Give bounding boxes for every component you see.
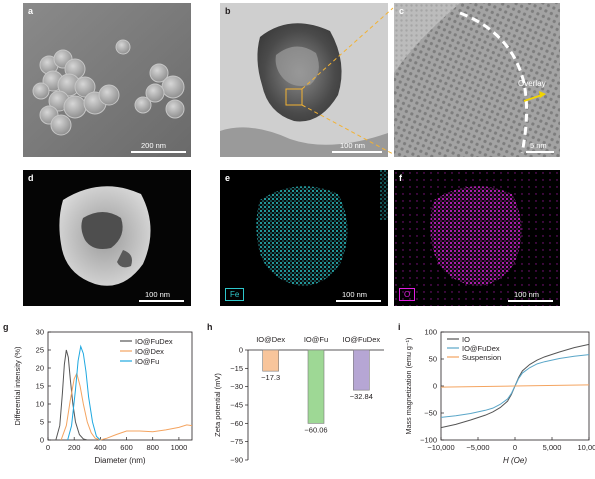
- y-axis-label: Zeta potential (mV): [213, 373, 222, 437]
- y-tick-label: −100: [420, 436, 437, 445]
- scalebar: [526, 151, 554, 153]
- y-tick-label: −50: [424, 409, 437, 418]
- hrtem-lattice-image: [394, 3, 560, 157]
- panel-b-tem-image: b 100 nm: [220, 3, 388, 157]
- y-tick-label: 0: [40, 436, 44, 445]
- y-axis-label: Differential intensity (%): [13, 346, 22, 426]
- x-tick-label: −5,000: [466, 443, 489, 452]
- legend-label: Suspension: [462, 353, 501, 362]
- stem-particle-image: [23, 170, 191, 306]
- x-axis-label: H (Oe): [503, 456, 527, 465]
- series-line: [440, 384, 590, 388]
- scalebar: [336, 300, 381, 302]
- overlay-annotation: Overlay: [518, 79, 546, 88]
- x-tick-label: 600: [120, 443, 133, 452]
- y-tick-label: −15: [230, 364, 243, 373]
- bar: [307, 349, 325, 424]
- scalebar: [332, 151, 382, 153]
- legend-label: IO: [462, 335, 470, 344]
- chart-h-zeta-potential: 0 −15 −30 −45 −60 −75 −90 Zeta potential (mV) IO…: [213, 335, 384, 465]
- category-label: IO@Fu: [304, 335, 328, 344]
- category-label: IO@FuDex: [343, 335, 381, 344]
- fe-element-tag: Fe: [225, 288, 245, 301]
- panel-e-fe-map: e Fe 100 nm: [220, 170, 388, 306]
- x-tick-label: 0: [46, 443, 50, 452]
- panel-label: f: [399, 173, 402, 183]
- x-tick-label: −10,000: [427, 443, 454, 452]
- scalebar-label: 100 nm: [145, 290, 171, 299]
- value-label: −60.06: [304, 425, 327, 434]
- scalebar-label: 200 nm: [141, 141, 167, 150]
- y-tick-label: 25: [36, 346, 44, 355]
- panel-label: i: [398, 322, 401, 332]
- panel-label: e: [225, 173, 231, 183]
- o-eds-map-image: [394, 170, 560, 306]
- fe-eds-map-image: [220, 170, 388, 306]
- x-tick-label: 400: [94, 443, 107, 452]
- panel-label: a: [28, 6, 34, 16]
- legend-label: IO@Dex: [135, 347, 164, 356]
- y-tick-label: 20: [36, 364, 44, 373]
- scalebar: [508, 300, 553, 302]
- x-tick-label: 200: [68, 443, 81, 452]
- y-tick-label: 100: [424, 328, 437, 337]
- y-tick-label: 50: [429, 355, 437, 364]
- panel-a-sem-image: a 200 nm: [23, 3, 191, 157]
- bar: [262, 349, 279, 372]
- panel-label: d: [28, 173, 34, 183]
- scalebar-label: 100 nm: [340, 141, 366, 150]
- y-tick-label: 5: [40, 418, 44, 427]
- y-tick-label: 0: [239, 346, 243, 355]
- y-tick-label: −75: [230, 437, 243, 446]
- series-line: [67, 344, 101, 441]
- y-tick-label: −30: [230, 382, 243, 391]
- panel-label: g: [3, 322, 9, 332]
- plot-frame: [47, 331, 193, 441]
- panel-label: h: [207, 322, 213, 332]
- x-tick-label: 1000: [171, 443, 188, 452]
- y-tick-label: −90: [230, 456, 243, 465]
- panel-label: c: [399, 6, 405, 16]
- y-tick-label: −60: [230, 419, 243, 428]
- scalebar-label: 100 nm: [514, 290, 540, 299]
- y-tick-label: 30: [36, 328, 44, 337]
- panel-label: b: [225, 6, 231, 16]
- legend-label: IO@FuDex: [135, 337, 173, 346]
- category-label: IO@Dex: [256, 335, 285, 344]
- y-tick-label: 15: [36, 382, 44, 391]
- x-tick-label: 5,000: [543, 443, 562, 452]
- panel-f-o-map: f O 100 nm: [394, 170, 560, 306]
- series-line: [60, 371, 193, 441]
- panel-d-stem-image: d 100 nm: [23, 170, 191, 306]
- chart-g-size-distribution: 0 200 400 600 800 1000 0 5 10 15 20 25 30 Diameter (n…: [13, 328, 193, 465]
- x-axis-label: Diameter (nm): [94, 456, 145, 465]
- series-line: [55, 349, 88, 441]
- panel-c-hrtem-image: c Overlay 5 nm: [394, 3, 560, 157]
- x-tick-label: 10,000: [578, 443, 595, 452]
- sem-particles-image: [23, 3, 191, 157]
- tem-particle-image: [220, 3, 388, 157]
- scalebar-label: 5 nm: [530, 141, 547, 150]
- scalebar: [131, 151, 186, 153]
- o-element-tag: O: [399, 288, 416, 301]
- y-tick-label: −45: [230, 401, 243, 410]
- x-tick-label: 800: [146, 443, 159, 452]
- value-label: −17.3: [261, 373, 280, 382]
- bar: [353, 349, 370, 391]
- legend-label: IO@Fu: [135, 357, 159, 366]
- value-label: −32.84: [350, 392, 373, 401]
- chart-i-magnetization: −10,000 −5,000 0 5,000 10,000 −100 −50 0 50 100 H …: [404, 328, 595, 466]
- y-axis-label: Mass magnetization (emu g⁻¹): [404, 338, 413, 435]
- x-tick-label: 0: [513, 443, 517, 452]
- y-tick-label: 10: [36, 400, 44, 409]
- scalebar: [139, 300, 184, 302]
- y-tick-label: 0: [433, 382, 437, 391]
- scalebar-label: 100 nm: [342, 290, 368, 299]
- legend-label: IO@FuDex: [462, 344, 500, 353]
